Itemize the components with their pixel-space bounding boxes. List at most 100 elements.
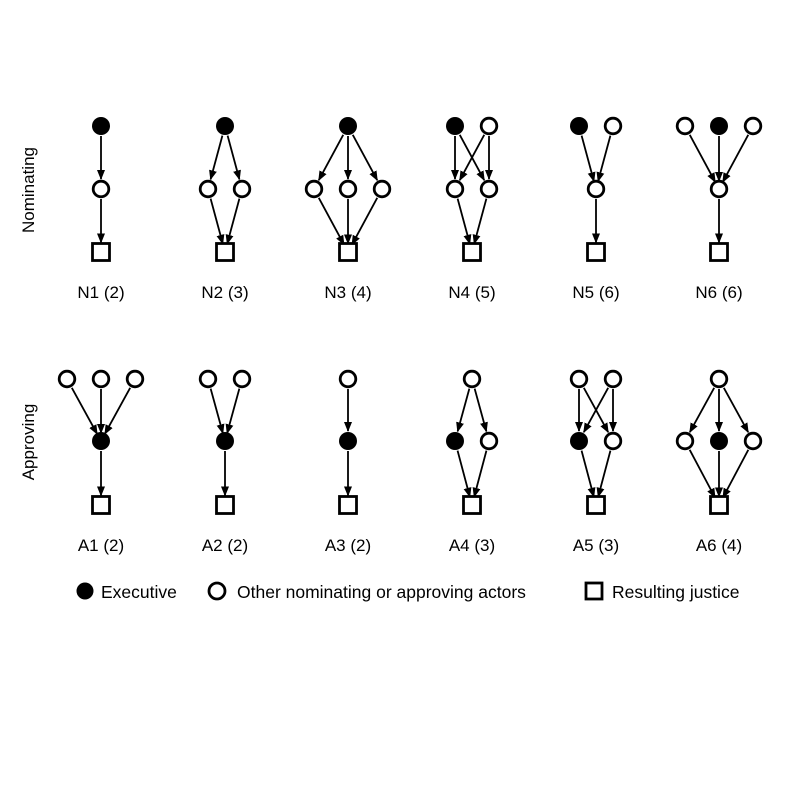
approving-panel-4-edge-top-mid-2 xyxy=(473,388,488,433)
nominating-panel-6-top-3-other-actor-node xyxy=(743,116,763,136)
nominating-panel-6-edge-top-mid-3 xyxy=(722,134,750,183)
legend: Executive Other nominating or approving … xyxy=(76,581,739,602)
approving-panel-4-label: A4 (3) xyxy=(449,536,495,555)
approving-panel-2-edge-top-mid-2 xyxy=(225,388,241,435)
panels: N1 (2) N2 (3) N3 (4) N4 (5) N5 (6) N6 (6) A1 (… xyxy=(57,116,763,555)
approving-panel-5-mid-1-executive-node xyxy=(570,432,588,450)
approving-panel-4-edge-top-mid-1 xyxy=(456,388,471,433)
legend-justice-icon xyxy=(584,581,604,601)
approving-panel-4-edge-mid-bottom-1 xyxy=(456,450,472,498)
nominating-panel-5-top-2-other-actor-node xyxy=(603,116,623,136)
nominating-panel-4-top-1-executive-node xyxy=(446,117,464,135)
row-label-nominating: Nominating xyxy=(19,147,38,233)
nominating-panel-2-mid-1-other-actor-node xyxy=(198,179,218,199)
nominating-panel-4-bottom-1-justice-node xyxy=(462,242,482,262)
approving-panel-1-edge-top-mid-3 xyxy=(104,387,131,435)
legend-executive-label: Executive xyxy=(101,582,177,602)
approving-panel-5-edge-top-mid-3 xyxy=(583,387,609,434)
nominating-panel-3-label: N3 (4) xyxy=(324,283,371,302)
nominating-panel-6: N6 (6) xyxy=(675,116,763,302)
approving-panel-3-label: A3 (2) xyxy=(325,536,371,555)
nominating-panel-2-mid-2-other-actor-node xyxy=(232,179,252,199)
approving-panel-5-edge-mid-bottom-1 xyxy=(580,450,596,498)
nominating-panel-6-bottom-1-justice-node xyxy=(709,242,729,262)
legend-other-actor-icon xyxy=(207,581,227,601)
approving-panel-4: A4 (3) xyxy=(446,369,499,555)
nominating-panel-4-label: N4 (5) xyxy=(448,283,495,302)
nominating-panel-3-mid-2-other-actor-node xyxy=(338,179,358,199)
approving-panel-4-mid-1-executive-node xyxy=(446,432,464,450)
nominating-panel-3-top-1-executive-node xyxy=(339,117,357,135)
nominating-panel-5-label: N5 (6) xyxy=(572,283,619,302)
nominating-panel-4: N4 (5) xyxy=(445,116,499,302)
approving-panel-1-top-2-other-actor-node xyxy=(91,369,111,389)
row-label-approving: Approving xyxy=(19,404,38,481)
approving-panel-6-edge-mid-bottom-1 xyxy=(688,449,716,499)
approving-panel-5-mid-2-other-actor-node xyxy=(603,431,623,451)
approving-panel-6-edge-top-mid-1 xyxy=(689,387,715,434)
nominating-panel-4-edge-mid-bottom-2 xyxy=(472,198,488,245)
nominating-panel-3-edge-mid-bottom-1 xyxy=(317,197,345,246)
approving-panel-2-top-1-other-actor-node xyxy=(198,369,218,389)
nominating-panel-2-bottom-1-justice-node xyxy=(215,242,235,262)
nominating-panel-2-edge-top-mid-1 xyxy=(209,135,224,181)
approving-panel-6-mid-3-other-actor-node xyxy=(743,431,763,451)
approving-panel-1-label: A1 (2) xyxy=(78,536,124,555)
nominating-panel-2-edge-mid-bottom-2 xyxy=(225,198,241,245)
nominating-panel-1-bottom-1-justice-node xyxy=(91,242,111,262)
approving-panel-2-mid-1-executive-node xyxy=(216,432,234,450)
nominating-panel-3-bottom-1-justice-node xyxy=(338,242,358,262)
approving-panel-2: A2 (2) xyxy=(198,369,252,555)
legend-justice-label: Resulting justice xyxy=(612,582,739,602)
approving-panel-1: A1 (2) xyxy=(57,369,145,555)
approving-panel-3: A3 (2) xyxy=(325,369,371,555)
nominating-panel-5-top-1-executive-node xyxy=(570,117,588,135)
approving-panel-5-bottom-1-justice-node xyxy=(586,495,606,515)
nominating-panel-2-label: N2 (3) xyxy=(201,283,248,302)
nominating-panel-3: N3 (4) xyxy=(304,117,392,302)
nominating-panel-4-edge-mid-bottom-1 xyxy=(456,198,472,245)
nominating-panel-6-edge-top-mid-1 xyxy=(688,134,716,183)
approving-panel-6-label: A6 (4) xyxy=(696,536,742,555)
nominating-panel-3-edge-top-mid-1 xyxy=(317,134,345,182)
approving-panel-5-label: A5 (3) xyxy=(573,536,619,555)
approving-panel-1-mid-1-executive-node xyxy=(92,432,110,450)
approving-panel-2-edge-top-mid-1 xyxy=(209,388,225,435)
nominating-panel-3-mid-3-other-actor-node xyxy=(372,179,392,199)
approving-panel-6-top-1-other-actor-node xyxy=(709,369,729,389)
approving-panel-4-edge-mid-bottom-2 xyxy=(472,450,488,498)
nominating-panel-6-mid-1-other-actor-node xyxy=(709,179,729,199)
nominating-panel-5-bottom-1-justice-node xyxy=(586,242,606,262)
nominating-panel-6-label: N6 (6) xyxy=(695,283,742,302)
approving-panel-4-bottom-1-justice-node xyxy=(462,495,482,515)
nominating-panel-3-edge-top-mid-3 xyxy=(351,134,379,182)
nominating-panel-1-label: N1 (2) xyxy=(77,283,124,302)
nominating-panel-4-edge-top-mid-3 xyxy=(458,134,486,182)
approving-panel-1-bottom-1-justice-node xyxy=(91,495,111,515)
nominating-panel-1-mid-1-other-actor-node xyxy=(91,179,111,199)
legend-executive-icon xyxy=(76,582,94,600)
approving-panel-5-top-2-other-actor-node xyxy=(603,369,623,389)
approving-panel-6-mid-2-executive-node xyxy=(710,432,728,450)
nominating-panel-5-mid-1-other-actor-node xyxy=(586,179,606,199)
approving-panel-2-label: A2 (2) xyxy=(202,536,248,555)
approving-panel-5-top-1-other-actor-node xyxy=(569,369,589,389)
approving-panel-4-mid-2-other-actor-node xyxy=(479,431,499,451)
nominating-panel-2: N2 (3) xyxy=(198,117,252,302)
approving-panel-1-edge-top-mid-1 xyxy=(71,387,98,435)
nominating-panel-1-top-1-executive-node xyxy=(92,117,110,135)
approving-panel-6-mid-1-other-actor-node xyxy=(675,431,695,451)
approving-panel-6: A6 (4) xyxy=(675,369,763,555)
nominating-panel-4-mid-2-other-actor-node xyxy=(479,179,499,199)
nominating-panel-2-edge-mid-bottom-1 xyxy=(209,198,225,245)
approving-panel-3-bottom-1-justice-node xyxy=(338,495,358,515)
approving-panel-5-edge-mid-bottom-2 xyxy=(596,450,612,498)
nominating-panel-4-top-2-other-actor-node xyxy=(479,116,499,136)
nominating-panel-3-mid-1-other-actor-node xyxy=(304,179,324,199)
nominating-panel-1: N1 (2) xyxy=(77,117,125,302)
approving-panel-6-edge-top-mid-3 xyxy=(723,387,749,434)
nominating-panel-2-top-1-executive-node xyxy=(216,117,234,135)
nominating-panel-2-edge-top-mid-2 xyxy=(226,135,241,181)
nominating-panel-5: N5 (6) xyxy=(570,116,623,302)
